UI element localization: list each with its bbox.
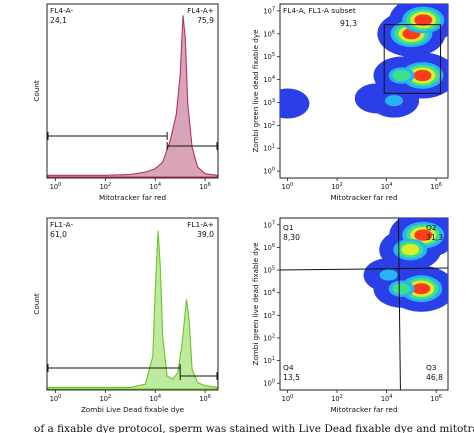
y-tick-label: 105: [263, 52, 275, 61]
density-level-2: [392, 283, 411, 295]
x-tick-label: 100: [282, 394, 294, 403]
x-tick-label: 106: [199, 394, 211, 403]
quadrant-label: Q3: [426, 363, 437, 372]
x-tick-label: 102: [100, 394, 112, 403]
density-level-4: [412, 283, 431, 295]
y-tick-label: 105: [263, 266, 275, 275]
y-tick-label: 103: [263, 98, 275, 107]
gate-label: FL4-A+: [187, 6, 214, 15]
density-blob-outer: [354, 83, 399, 114]
density-level-4: [413, 69, 432, 82]
quadrant-percent: 46,8: [426, 373, 443, 382]
density-level-1: [385, 95, 404, 107]
quadrant-density-panel: 100 102 104 106 100 101 102 103 104 105 106 107 Mito…: [251, 217, 449, 414]
quadrant-vertical-line: [397, 217, 401, 391]
density-blob-outer: [280, 88, 310, 119]
y-tick-label: 100: [263, 379, 275, 388]
density-cloud: [280, 4, 448, 119]
y-axis-label: Count: [32, 293, 41, 315]
gate-rectangle: [383, 24, 442, 94]
density-level-1: [379, 269, 398, 281]
y-tick-label: 106: [263, 243, 275, 252]
x-tick-label: 100: [50, 394, 62, 403]
x-tick-label: 102: [100, 182, 112, 191]
y-axis-label: Zombi green live dead fixable dye: [251, 29, 260, 153]
density-level-3: [401, 244, 420, 256]
gate-percent: 75,9: [197, 16, 214, 25]
x-tick-label: 102: [331, 394, 343, 403]
quadrant-horizontal-line: [279, 267, 449, 271]
gate-percent: 61,0: [50, 230, 67, 239]
y-tick-label: 103: [263, 311, 275, 320]
x-tick-label: 100: [50, 182, 62, 191]
x-tick-label: 104: [149, 182, 161, 191]
histogram-area: [47, 15, 218, 178]
quadrant-label: Q2: [426, 223, 437, 232]
y-tick-label: 102: [263, 121, 275, 130]
quadrant-percent: 13,5: [283, 373, 300, 382]
y-axis-label: Zombi green live dead fixable dye: [251, 242, 260, 366]
quadrant-label: Q1: [283, 223, 294, 232]
x-tick-label: 106: [430, 182, 442, 191]
x-axis-label: Mitotracker far red: [99, 193, 166, 202]
y-tick-label: 107: [263, 6, 275, 15]
x-tick-label: 102: [331, 182, 343, 191]
y-tick-label: 100: [263, 167, 275, 176]
y-tick-label: 104: [263, 75, 275, 84]
gate-label: FL4-A, FL1-A subset: [283, 6, 356, 15]
x-tick-label: 106: [430, 394, 442, 403]
y-tick-label: 106: [263, 29, 275, 38]
y-tick-label: 101: [263, 144, 275, 153]
plot-frame: [46, 217, 219, 391]
gate-label: FL1-A+: [187, 220, 214, 229]
x-tick-label: 100: [282, 182, 294, 191]
density-level-4: [414, 14, 433, 26]
y-tick-label: 102: [263, 333, 275, 342]
live-dead-histogram-panel: FL1-A-61,0 FL1-A+39,0 100 102 104 106 Zombi Li…: [32, 217, 219, 414]
subset-density-panel: 100 102 104 106 100 101 102 103 104 105 106 107 Mito…: [251, 3, 449, 202]
gate-label: FL1-A-: [50, 220, 73, 229]
x-tick-label: 104: [381, 182, 393, 191]
quadrant-percent: 8,30: [283, 233, 300, 242]
y-axis-label: Count: [32, 80, 41, 102]
density-level-2: [392, 69, 411, 82]
x-axis-label: Zombi Live Dead fixable dye: [81, 405, 185, 414]
y-tick-label: 107: [263, 220, 275, 229]
density-cloud: [363, 218, 448, 312]
quadrant-percent: 31,3: [426, 233, 443, 242]
gate-percent: 24,1: [50, 16, 67, 25]
y-tick-label: 104: [263, 288, 275, 297]
x-axis-label: Mitotracker far red: [330, 405, 397, 414]
gate-percent: 91,3: [340, 19, 357, 28]
mito-histogram-panel: FL4-A-24,1 FL4-A+75,9 100 102 104 106 Mitotrac…: [32, 3, 219, 202]
gate-percent: 39,0: [197, 230, 214, 239]
x-axis-label: Mitotracker far red: [330, 193, 397, 202]
x-tick-label: 104: [149, 394, 161, 403]
quadrant-label: Q4: [283, 363, 294, 372]
density-level-4: [414, 229, 433, 241]
caption-text: of a fixable dye protocol, sperm was sta…: [34, 423, 474, 433]
x-tick-label: 106: [199, 182, 211, 191]
histogram-area: [47, 230, 218, 390]
gate-label: FL4-A-: [50, 6, 73, 15]
x-tick-label: 104: [381, 394, 393, 403]
figure-caption: of a fixable dye protocol, sperm was sta…: [0, 421, 474, 433]
y-tick-label: 101: [263, 356, 275, 365]
